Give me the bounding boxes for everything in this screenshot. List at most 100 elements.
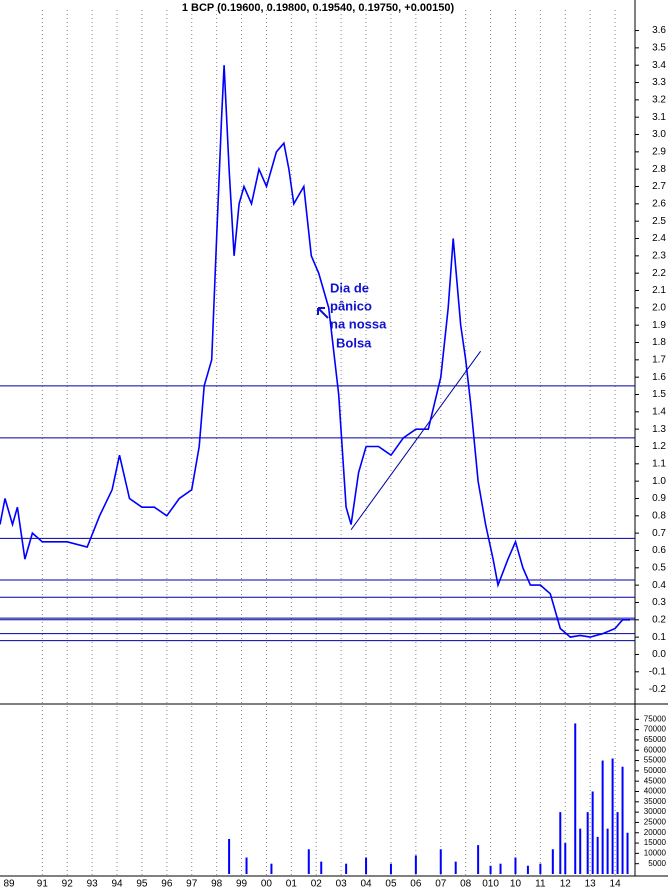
volume-bar (270, 863, 273, 874)
y-tick-label: 0.8 (652, 510, 666, 521)
volume-bar (586, 812, 589, 874)
volume-bar (514, 857, 517, 874)
y-tick-label: 0.0 (652, 649, 666, 660)
x-tick-label: 92 (62, 879, 74, 890)
y-tick-label: 3.3 (652, 77, 666, 88)
x-tick-label: 00 (261, 879, 273, 890)
volume-bar (477, 845, 480, 874)
volume-bar (559, 812, 562, 874)
volume-bar (621, 766, 624, 874)
y-tick-label: 1.6 (652, 372, 666, 383)
x-tick-label: 96 (161, 879, 173, 890)
volume-bar (345, 863, 348, 874)
x-tick-label: 02 (311, 879, 323, 890)
volume-bar (626, 832, 629, 874)
volume-tick-label: 65000 (644, 735, 667, 744)
volume-bar (606, 828, 609, 874)
x-tick-label: 11 (535, 879, 546, 890)
volume-bar (564, 843, 567, 874)
y-tick-label: -0.1 (649, 666, 667, 677)
y-tick-label: 1.4 (652, 406, 666, 417)
x-tick-label: 97 (186, 879, 198, 890)
volume-bar (616, 812, 619, 874)
volume-bar (579, 828, 582, 874)
volume-bar (307, 849, 310, 874)
volume-bar (551, 849, 554, 874)
x-tick-label: 98 (211, 879, 223, 890)
volume-bar (591, 791, 594, 874)
volume-tick-label: 15000 (644, 838, 667, 847)
x-tick-label: 05 (385, 879, 397, 890)
volume-bar (601, 760, 604, 874)
x-tick-label: 03 (336, 879, 348, 890)
volume-tick-label: 40000 (644, 787, 667, 796)
annotation: Dia de (330, 280, 369, 295)
x-tick-label: 010 (482, 879, 499, 890)
volume-bar (320, 861, 323, 874)
x-tick-label: 13 (585, 879, 597, 890)
y-tick-label: 0.4 (652, 580, 666, 591)
y-tick-label: 3.0 (652, 129, 666, 140)
y-tick-label: 2.5 (652, 216, 666, 227)
y-tick-label: 1.2 (652, 441, 666, 452)
y-tick-label: 1.5 (652, 389, 666, 400)
volume-bar (365, 857, 368, 874)
x-tick-label: 12 (560, 879, 572, 890)
volume-bar (574, 723, 577, 874)
volume-tick-label: 5000 (648, 859, 666, 868)
annotation: Bolsa (336, 335, 372, 350)
y-tick-label: 0.9 (652, 493, 666, 504)
volume-tick-label: 10000 (644, 848, 667, 857)
x-tick-label: 08 (460, 879, 472, 890)
x-tick-label: 10 (510, 879, 522, 890)
x-tick-label: 07 (435, 879, 447, 890)
volume-bar (526, 865, 529, 874)
y-tick-label: 3.6 (652, 25, 666, 36)
y-tick-label: 2.6 (652, 198, 666, 209)
x-tick-label: 06 (410, 879, 422, 890)
y-tick-label: 1.9 (652, 320, 666, 331)
y-tick-label: 1.3 (652, 424, 666, 435)
y-tick-label: 1.8 (652, 337, 666, 348)
x-tick-label: 01 (286, 879, 298, 890)
y-tick-label: 1.1 (652, 458, 666, 469)
y-tick-label: 3.2 (652, 94, 666, 105)
annotation: pânico (330, 298, 372, 313)
x-tick-label: 14 (610, 879, 622, 890)
volume-tick-label: 45000 (644, 776, 667, 785)
volume-tick-label: 25000 (644, 818, 667, 827)
x-tick-label: 99 (236, 879, 248, 890)
y-tick-label: 0.7 (652, 528, 666, 539)
volume-tick-label: 60000 (644, 745, 667, 754)
y-tick-label: 1.7 (652, 354, 666, 365)
volume-tick-label: 55000 (644, 756, 667, 765)
x-tick-label: 95 (136, 879, 148, 890)
volume-tick-label: 20000 (644, 828, 667, 837)
volume-bar (489, 865, 492, 874)
volume-tick-label: 75000 (644, 714, 667, 723)
y-tick-label: 2.1 (652, 285, 666, 296)
volume-bar (596, 836, 599, 874)
volume-bar (539, 863, 542, 874)
volume-tick-label: 35000 (644, 797, 667, 806)
volume-bar (499, 863, 502, 874)
y-tick-label: 0.2 (652, 614, 666, 625)
annotation-arrow (317, 307, 329, 319)
x-tick-label: 94 (111, 879, 123, 890)
y-tick-label: -0.2 (649, 684, 667, 695)
volume-bar (439, 849, 442, 874)
x-tick-label: 91 (37, 879, 49, 890)
chart-title: 1 BCP (0.19600, 0.19800, 0.19540, 0.1975… (182, 2, 455, 14)
annotation: na nossa (330, 316, 387, 331)
y-tick-label: 0.5 (652, 562, 666, 573)
y-tick-label: 2.4 (652, 233, 666, 244)
price-line (0, 65, 630, 638)
y-tick-label: 2.7 (652, 181, 666, 192)
x-tick-label: 89 (3, 879, 15, 890)
y-tick-label: 0.1 (652, 632, 666, 643)
y-tick-label: 2.0 (652, 302, 666, 313)
y-tick-label: 2.9 (652, 146, 666, 157)
y-tick-label: 3.1 (652, 112, 666, 123)
